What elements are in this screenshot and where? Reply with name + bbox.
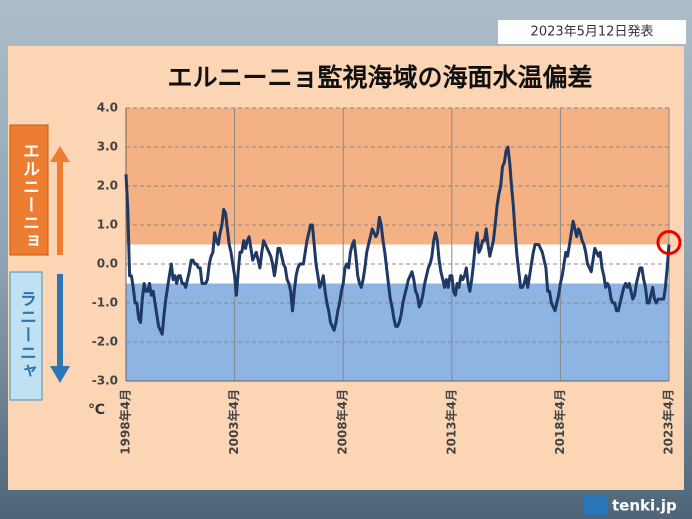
- date: 2023年5月12日発表: [531, 25, 654, 40]
- y-tick-label: -3.0: [92, 374, 118, 388]
- middle-band: [126, 244, 669, 284]
- y-axis-label: ℃: [88, 402, 105, 418]
- up-arrow-head: [50, 146, 70, 162]
- x-tick-label: 2013年4月: [443, 389, 458, 455]
- down-arrow-head: [50, 366, 70, 383]
- date-box: [498, 20, 686, 44]
- y-tick-label: -1.0: [92, 296, 118, 310]
- y-tick-label: -2.0: [92, 335, 118, 349]
- y-tick-label: 2.0: [97, 179, 118, 193]
- x-tick-label: 1998年4月: [118, 389, 133, 455]
- highlight-circle: [656, 230, 682, 255]
- x-tick-label: 2003年4月: [226, 389, 241, 455]
- logo-icon: [584, 495, 608, 515]
- upper-band: [126, 108, 669, 245]
- x-tick-label: 2018年4月: [552, 389, 567, 455]
- y-tick-label: 3.0: [97, 140, 118, 154]
- upper-label: エルニーニョ: [19, 142, 40, 250]
- x-tick-label: 2008年4月: [335, 389, 350, 455]
- y-tick-label: 1.0: [97, 218, 118, 232]
- lower-band: [126, 283, 669, 381]
- lower-label: ラニーニャ: [16, 290, 36, 380]
- x-tick-label: 2023年4月: [661, 389, 676, 455]
- brand: tenki.jp: [612, 497, 677, 515]
- upper-box: [9, 124, 49, 256]
- y-tick-label: 0.0: [97, 257, 118, 271]
- chart-title: エルニーニョ監視海域の海面水温偏差: [167, 63, 592, 92]
- y-tick-label: 4.0: [97, 101, 118, 115]
- lower-box: [9, 271, 43, 401]
- line: [124, 145, 671, 336]
